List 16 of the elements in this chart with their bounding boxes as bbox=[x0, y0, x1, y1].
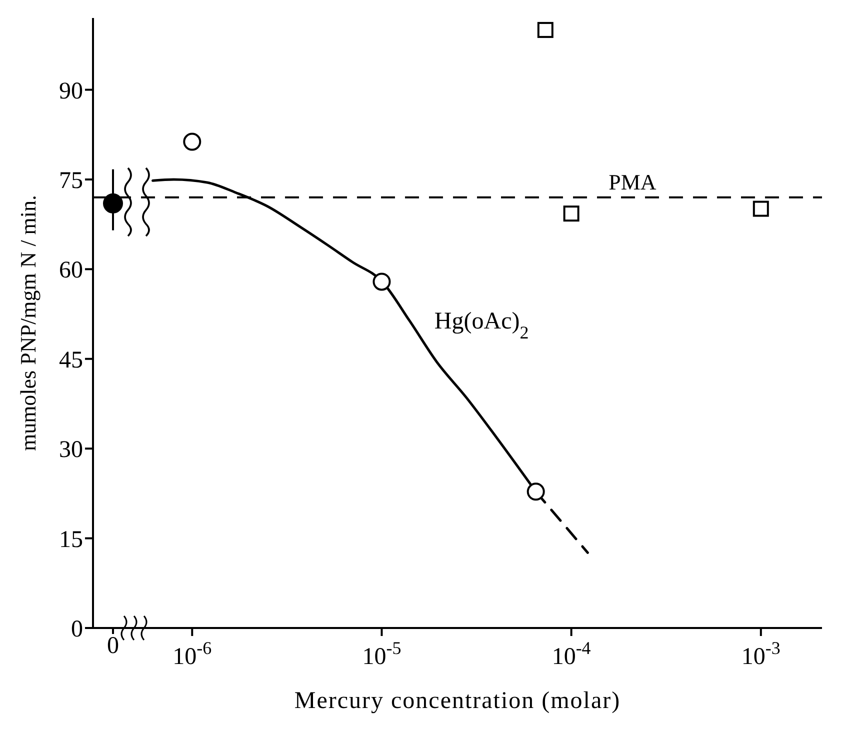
x-tick-label: 10$^{-3}$ bbox=[741, 638, 780, 670]
x-tick-label: 10$^{-4}$ bbox=[552, 638, 591, 670]
x-tick-label: 10$^{-5}$ bbox=[362, 638, 402, 670]
y-tick-label: 30 bbox=[59, 437, 83, 464]
y-tick-label: 15 bbox=[59, 526, 83, 553]
x-axis-title: Mercury concentration (molar) bbox=[294, 688, 621, 714]
y-tick-label: 0 bbox=[71, 616, 83, 643]
x-tick-label: 10$^{-6}$ bbox=[172, 638, 212, 670]
x-tick-label: 0 bbox=[107, 633, 119, 660]
ref-line-label: PMA bbox=[608, 169, 656, 194]
y-tick-label: 75 bbox=[59, 168, 83, 194]
y-tick-label: 90 bbox=[59, 78, 83, 104]
y-axis-title: mumoles PNP/mgm N / min. bbox=[16, 194, 40, 452]
series-label: Hg(oAc)$_{2}$ bbox=[434, 308, 529, 343]
y-tick-label: 60 bbox=[59, 258, 83, 284]
y-tick-label: 45 bbox=[59, 347, 83, 374]
